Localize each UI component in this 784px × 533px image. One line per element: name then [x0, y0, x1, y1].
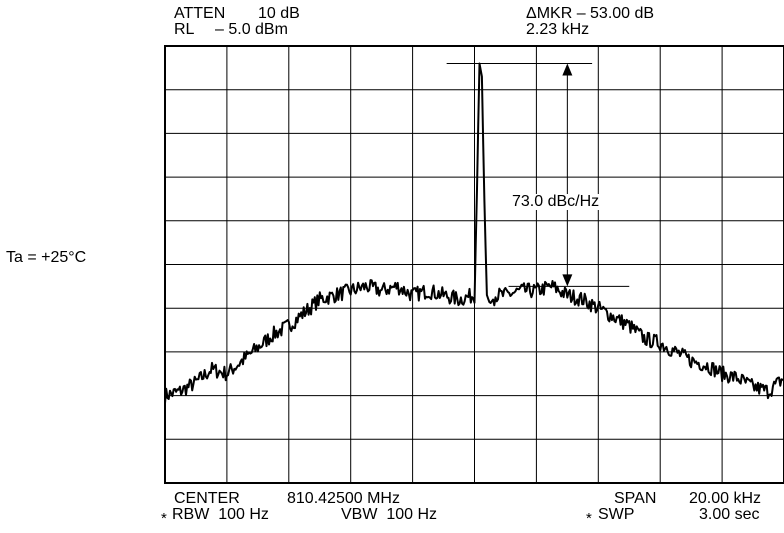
- rl-label: RL: [174, 21, 195, 38]
- temperature-condition: Ta = +25°C: [6, 249, 87, 266]
- swp-star: *: [586, 510, 592, 527]
- swp-label: SWP: [598, 506, 635, 523]
- span-value: 20.00 kHz: [689, 490, 762, 507]
- delta-annotation-label: 73.0 dBc/Hz: [510, 193, 602, 210]
- swp-value: 3.00 sec: [699, 506, 760, 523]
- delta-marker-readout: ΔMKR – 53.00 dB: [526, 5, 655, 22]
- marker-arrow-head-up: [562, 63, 573, 76]
- atten-value: 10 dB: [258, 5, 300, 22]
- marker-arrow-head-down: [562, 274, 573, 287]
- plot-frame: [164, 45, 784, 484]
- vbw-setting: VBW 100 Hz: [341, 506, 438, 523]
- center-label: CENTER: [174, 490, 240, 507]
- span-label: SPAN: [614, 490, 657, 507]
- rl-value: – 5.0 dBm: [215, 21, 288, 38]
- delta-marker-frequency: 2.23 kHz: [526, 21, 590, 38]
- marker-annotation: [446, 62, 630, 287]
- graticule: [165, 46, 784, 483]
- spectrum-trace: [164, 62, 784, 404]
- rbw-setting: RBW 100 Hz: [172, 506, 269, 523]
- rbw-star: *: [161, 510, 167, 527]
- center-value: 810.42500 MHz: [287, 490, 400, 507]
- atten-label: ATTEN: [174, 5, 226, 22]
